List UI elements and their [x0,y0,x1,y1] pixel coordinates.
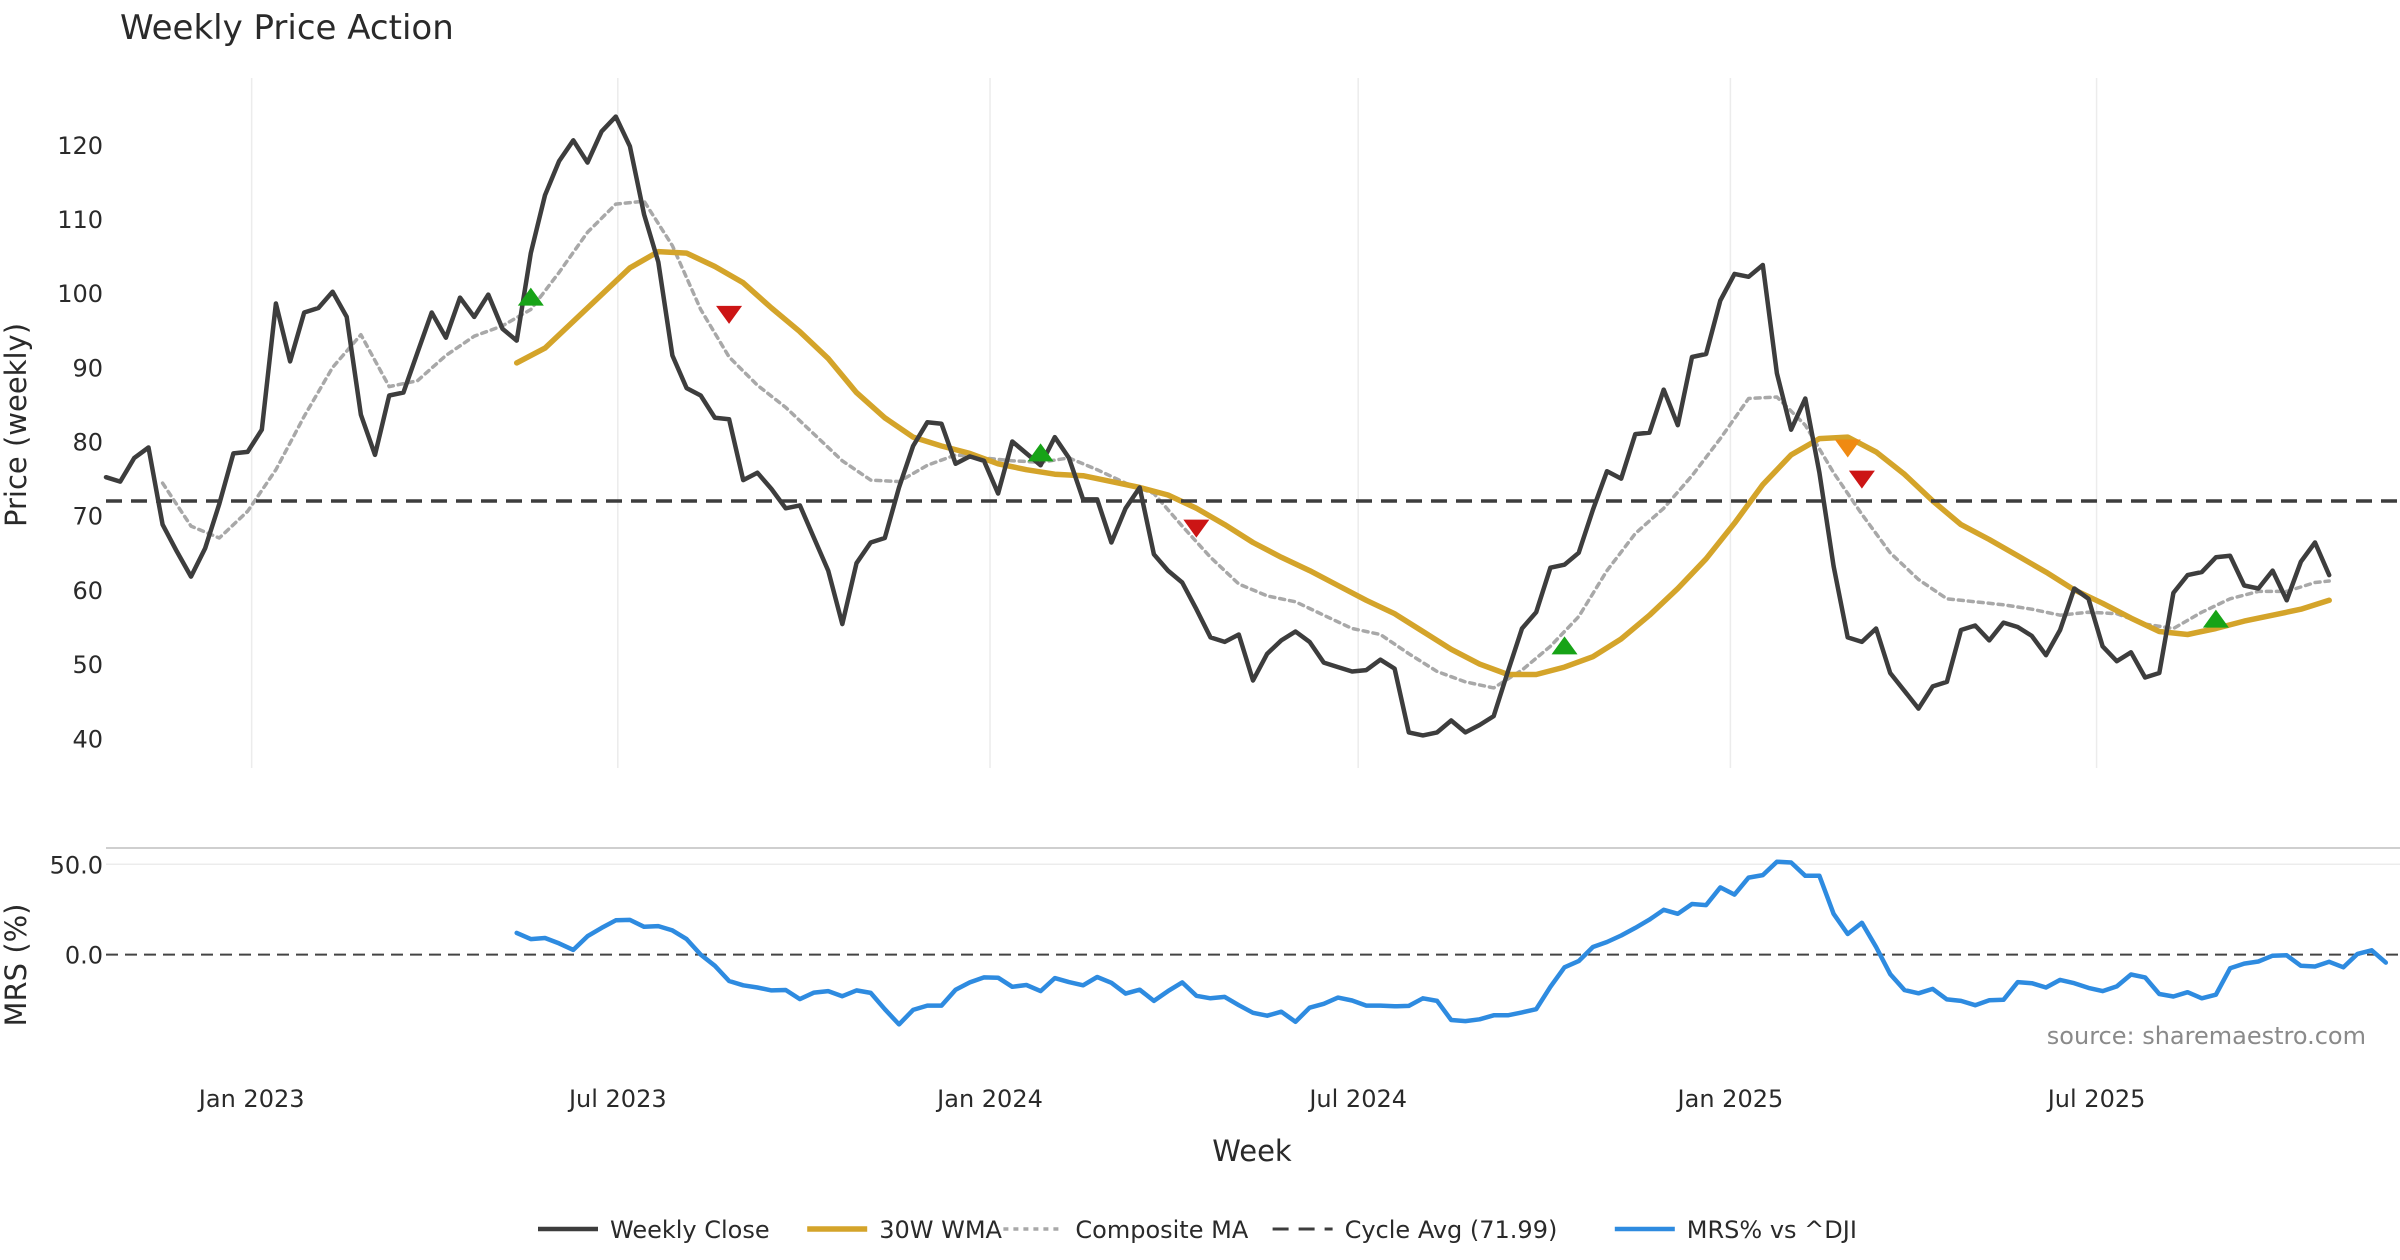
series-line-composite [160,199,2331,690]
mrs-y-tick-label: 0.0 [65,942,103,970]
price-y-tick-label: 100 [57,280,103,308]
series-line-close [103,114,2332,738]
x-tick-label: Jan 2023 [197,1085,305,1113]
legend-item-cycle: Cycle Avg (71.99) [1272,1216,1558,1244]
price-y-tick-label: 80 [72,429,103,457]
legend-label: Cycle Avg (71.99) [1345,1216,1558,1244]
legend-item-close: Weekly Close [538,1216,770,1244]
price-y-tick-label: 50 [72,651,103,679]
signal-marker-sell [716,305,743,324]
mrs-grid [106,847,2400,956]
x-tick-label: Jan 2025 [1676,1085,1784,1113]
price-y-axis: 40 50 60 70 80 90 100 110 120 [57,132,103,754]
signal-marker-buy [1551,636,1578,655]
signal-marker-buy [1027,443,1054,462]
legend-item-composite: Composite MA [1003,1216,1249,1244]
signal-marker-warn [1834,439,1861,458]
price-y-tick-label: 90 [72,354,103,382]
chart-legend: Weekly Close 30W WMA Composite MA Cycle Avg… [538,1216,1857,1244]
price-y-tick-label: 40 [72,725,103,753]
legend-label: Weekly Close [610,1216,770,1244]
legend-label: Composite MA [1075,1216,1248,1244]
price-y-tick-label: 120 [57,132,103,160]
x-tick-label: Jan 2024 [935,1085,1043,1113]
mrs-y-axis-label: MRS (%) [0,904,33,1027]
legend-item-wma: 30W WMA [807,1216,1003,1244]
price-grid [250,78,2098,768]
source-note: source: sharemaestro.com [2047,1022,2366,1050]
series-line-mrs [514,859,2389,1027]
x-tick-label: Jul 2025 [2046,1085,2146,1113]
x-axis-label: Week [1212,1134,1292,1168]
series-line-wma [513,248,2332,678]
mrs-series-group [514,859,2389,1027]
x-tick-label: Jul 2023 [567,1085,667,1113]
signal-marker-buy [2202,609,2229,628]
x-tick-label: Jul 2024 [1307,1085,1407,1113]
mrs-y-tick-label: 50.0 [50,851,103,879]
price-y-axis-label: Price (weekly) [0,323,33,527]
price-y-tick-label: 60 [72,577,103,605]
price-y-tick-label: 70 [72,503,103,531]
legend-label: 30W WMA [879,1216,1002,1244]
signal-markers [517,287,2229,655]
price-y-tick-label: 110 [57,206,103,234]
chart-title: Weekly Price Action [120,8,454,48]
legend-label: MRS% vs ^DJI [1687,1216,1857,1244]
signal-marker-sell [1848,470,1875,489]
price-series-group [103,114,2400,738]
signal-marker-sell [1183,519,1210,538]
x-axis: Jan 2023 Jul 2023 Jan 2024 Jul 2024 Jan 2025… [197,1085,2146,1113]
mrs-y-axis: 50.0 0.0 [50,851,103,969]
legend-item-mrs: MRS% vs ^DJI [1614,1216,1857,1244]
signal-marker-buy [517,287,544,306]
